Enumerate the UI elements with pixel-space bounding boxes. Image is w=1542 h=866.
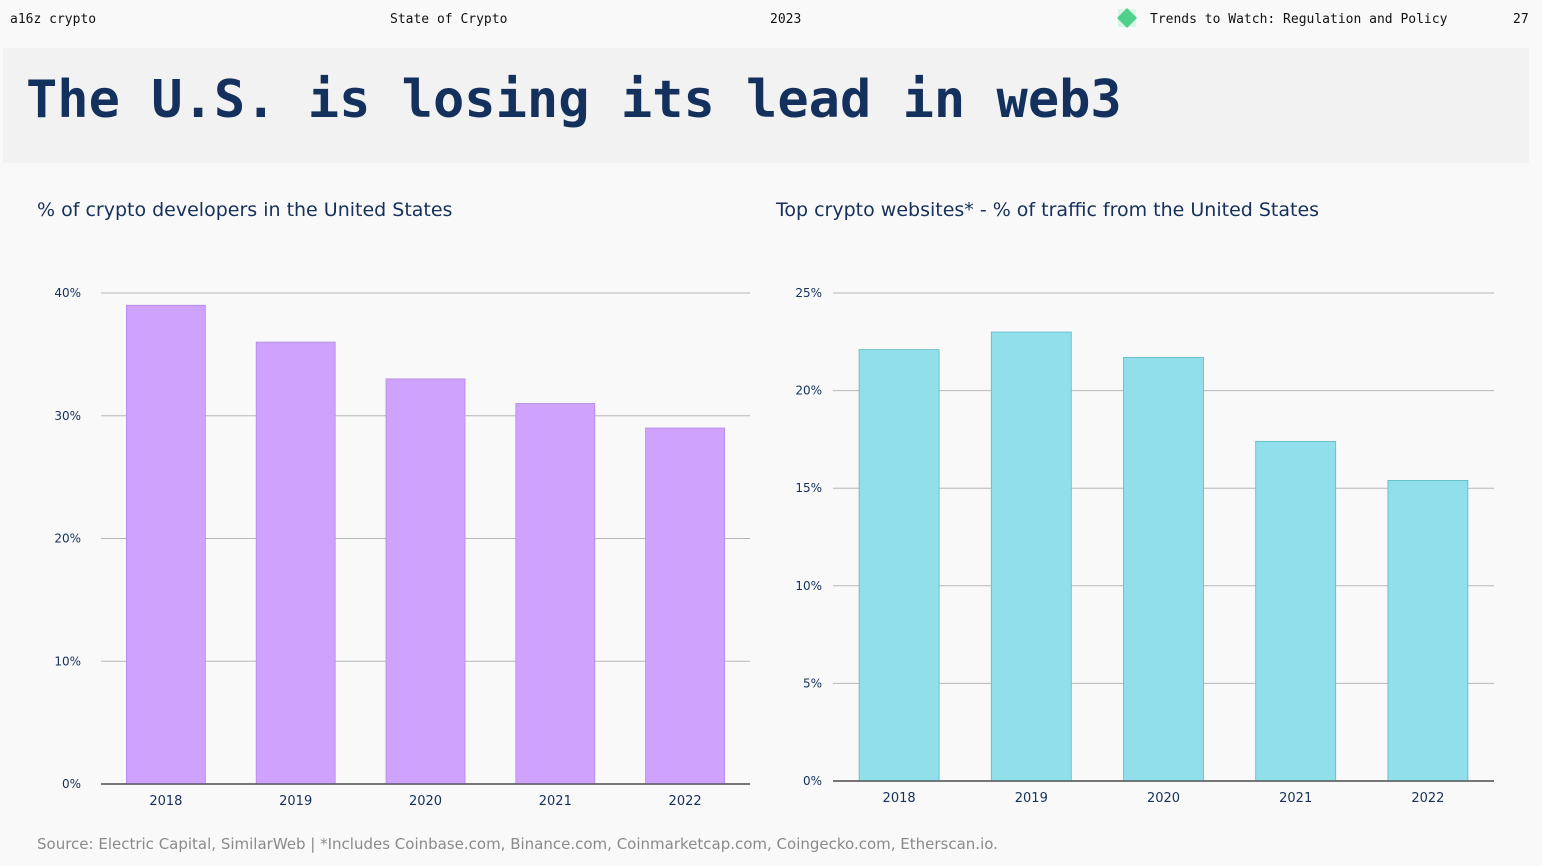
top-bar: a16z crypto State of Crypto 2023 Trends … bbox=[0, 0, 1542, 40]
report-label: State of Crypto bbox=[390, 12, 508, 27]
bar-2020 bbox=[1123, 357, 1204, 782]
bar-2021 bbox=[1255, 440, 1337, 782]
y-tick-label: 20% bbox=[54, 532, 81, 546]
x-tick-label: 2018 bbox=[149, 794, 182, 809]
x-tick-label: 2022 bbox=[1411, 791, 1444, 806]
diamond-icon bbox=[1117, 8, 1137, 28]
page-title: The U.S. is losing its lead in web3 bbox=[26, 70, 1122, 130]
y-tick-label: 25% bbox=[795, 286, 822, 300]
bar-2018 bbox=[858, 349, 940, 782]
y-tick-label: 5% bbox=[803, 676, 822, 690]
section-label: Trends to Watch: Regulation and Policy bbox=[1150, 12, 1448, 27]
bar-2022 bbox=[1387, 479, 1469, 782]
x-tick-label: 2021 bbox=[539, 794, 572, 809]
source-note: Source: Electric Capital, SimilarWeb | *… bbox=[37, 835, 998, 853]
y-tick-label: 10% bbox=[54, 654, 81, 668]
bar-2019 bbox=[255, 341, 336, 785]
x-tick-label: 2018 bbox=[883, 791, 916, 806]
page-number: 27 bbox=[1513, 12, 1529, 27]
y-tick-label: 10% bbox=[795, 579, 822, 593]
x-tick-label: 2022 bbox=[669, 794, 702, 809]
bar-2021 bbox=[515, 403, 596, 785]
x-tick-label: 2020 bbox=[1147, 791, 1180, 806]
bar-2019 bbox=[990, 331, 1072, 782]
brand-label: a16z crypto bbox=[10, 12, 97, 27]
x-tick-label: 2021 bbox=[1279, 791, 1312, 806]
title-band bbox=[3, 48, 1529, 163]
y-tick-label: 40% bbox=[54, 286, 81, 300]
y-tick-label: 30% bbox=[54, 409, 81, 423]
x-tick-label: 2019 bbox=[1015, 791, 1048, 806]
y-tick-label: 0% bbox=[62, 777, 81, 791]
y-tick-label: 15% bbox=[795, 481, 822, 495]
chart-title-traffic: Top crypto websites* - % of traffic from… bbox=[776, 199, 1320, 221]
y-tick-label: 20% bbox=[795, 384, 822, 398]
y-tick-label: 0% bbox=[803, 774, 822, 788]
year-label: 2023 bbox=[770, 12, 802, 27]
bar-2022 bbox=[645, 427, 725, 785]
bar-2018 bbox=[126, 304, 206, 785]
chart-title-developers: % of crypto developers in the United Sta… bbox=[37, 199, 453, 221]
x-tick-label: 2019 bbox=[279, 794, 312, 809]
x-tick-label: 2020 bbox=[409, 794, 442, 809]
